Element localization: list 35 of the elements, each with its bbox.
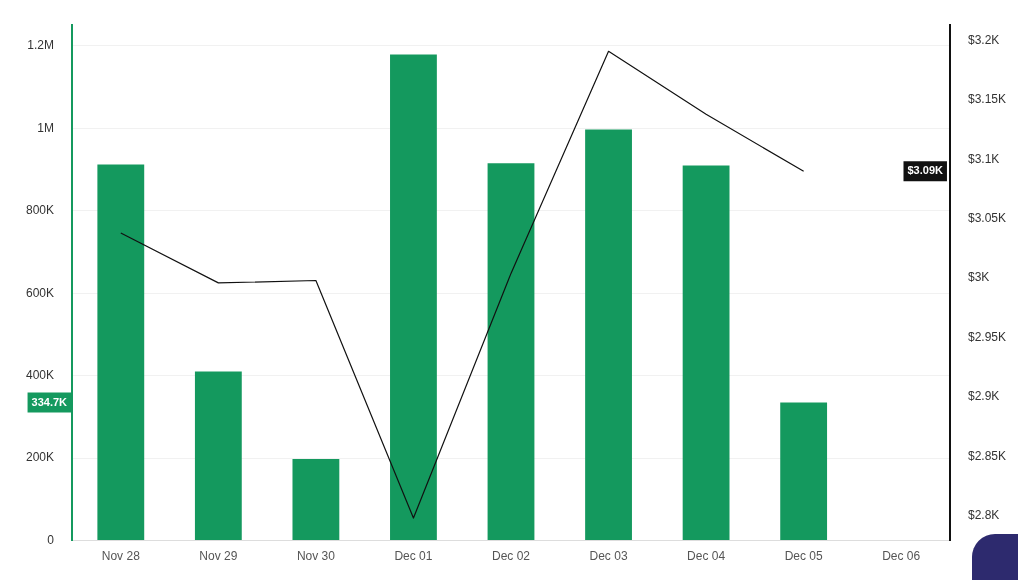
y-tick-label: 800K [25,203,55,218]
y2-tick-label: $2.85K [967,448,1007,463]
x-tick-label: Dec 04 [687,549,726,564]
bar [194,371,242,541]
x-tick-label: Dec 03 [589,549,628,564]
bar [97,164,145,541]
y2-tick-label: $2.8K [967,507,1000,522]
y2-tick-label: $3K [967,270,990,285]
x-tick-label: Dec 02 [491,549,531,564]
annotation: $3.09K [907,164,944,177]
bar [780,402,828,541]
x-tick-label: Dec 01 [394,549,433,564]
y2-tick-label: $3.1K [967,151,1000,166]
y-tick-label: 1M [37,120,55,135]
y-tick-label: 0 [47,532,55,547]
y-tick-label: 1.2M [27,38,55,53]
x-tick-label: Nov 28 [101,549,141,564]
bar [487,163,535,541]
x-tick-label: Nov 30 [296,549,336,564]
y2-tick-label: $3.2K [967,32,1000,47]
x-tick-label: Dec 05 [784,549,823,564]
y-tick-label: 400K [25,367,55,382]
y2-tick-label: $3.05K [967,211,1007,226]
bar [292,458,340,541]
y-tick-label: 600K [25,285,55,300]
y2-tick-label: $3.15K [967,92,1007,107]
bar [585,129,632,541]
y2-tick-label: $2.9K [967,389,1000,404]
bar [390,54,437,541]
text: 334.7K [31,395,68,408]
x-tick-label: Dec 06 [882,549,921,564]
y-tick-label: 200K [25,450,55,465]
y2-tick-label: $2.95K [967,329,1007,344]
bar [682,165,730,541]
x-tick-label: Nov 29 [199,549,238,564]
